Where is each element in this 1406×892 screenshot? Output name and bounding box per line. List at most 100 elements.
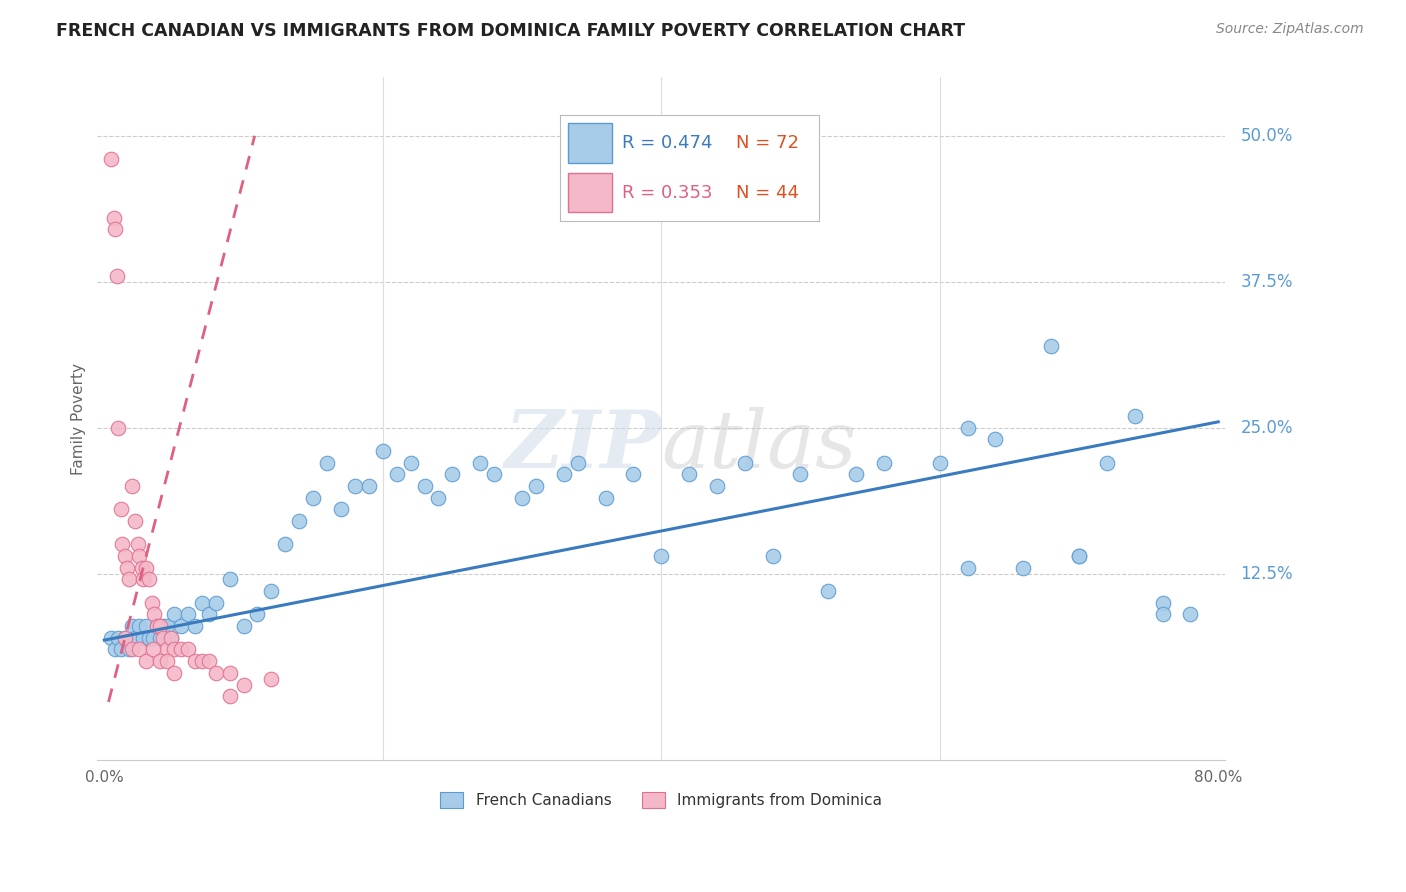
Point xyxy=(650,549,672,563)
Point xyxy=(163,665,186,680)
Text: ZIP: ZIP xyxy=(505,408,661,485)
Point xyxy=(163,642,186,657)
Point xyxy=(956,561,979,575)
Point xyxy=(149,631,172,645)
Point xyxy=(141,596,163,610)
Text: 50.0%: 50.0% xyxy=(1240,127,1294,145)
Point xyxy=(1012,561,1035,575)
Point xyxy=(132,573,155,587)
Point xyxy=(817,584,839,599)
Point xyxy=(274,537,297,551)
Point xyxy=(678,467,700,482)
Point xyxy=(191,596,214,610)
Point xyxy=(127,537,149,551)
Point xyxy=(845,467,868,482)
Point xyxy=(104,642,127,657)
Point xyxy=(343,479,366,493)
Point xyxy=(149,654,172,668)
Point xyxy=(567,456,589,470)
Point xyxy=(156,654,179,668)
Point xyxy=(441,467,464,482)
Point xyxy=(470,456,492,470)
Point xyxy=(142,631,165,645)
Point xyxy=(482,467,505,482)
Point xyxy=(246,607,269,622)
Point xyxy=(138,573,160,587)
Point xyxy=(160,631,183,645)
Point xyxy=(232,677,254,691)
Point xyxy=(302,491,325,505)
Legend: French Canadians, Immigrants from Dominica: French Canadians, Immigrants from Domini… xyxy=(434,786,889,814)
Point xyxy=(218,689,240,703)
Text: 12.5%: 12.5% xyxy=(1240,565,1294,582)
Point xyxy=(107,420,129,434)
Point xyxy=(330,502,353,516)
Point xyxy=(218,665,240,680)
Text: Source: ZipAtlas.com: Source: ZipAtlas.com xyxy=(1216,22,1364,37)
Text: 37.5%: 37.5% xyxy=(1240,273,1294,291)
Point xyxy=(128,642,150,657)
Point xyxy=(143,607,166,622)
Point xyxy=(1067,549,1090,563)
Point xyxy=(204,665,226,680)
Point xyxy=(218,573,240,587)
Point xyxy=(100,631,122,645)
Point xyxy=(734,456,756,470)
Point xyxy=(131,561,153,575)
Point xyxy=(160,631,183,645)
Point xyxy=(510,491,533,505)
Point xyxy=(114,549,136,563)
Point xyxy=(1180,607,1202,622)
Point xyxy=(135,654,157,668)
Point xyxy=(260,584,283,599)
Point xyxy=(121,642,143,657)
Point xyxy=(152,619,174,633)
Text: 25.0%: 25.0% xyxy=(1240,418,1294,437)
Point xyxy=(170,619,193,633)
Point xyxy=(149,619,172,633)
Point xyxy=(623,467,645,482)
Point xyxy=(177,642,200,657)
Point xyxy=(114,631,136,645)
Point xyxy=(984,433,1007,447)
Point xyxy=(118,573,141,587)
Point xyxy=(1152,596,1174,610)
Point xyxy=(135,561,157,575)
Point xyxy=(103,211,125,225)
Point xyxy=(357,479,380,493)
Point xyxy=(956,420,979,434)
Point xyxy=(706,479,728,493)
Point xyxy=(132,631,155,645)
Point xyxy=(316,456,339,470)
Point xyxy=(1067,549,1090,563)
Point xyxy=(111,537,134,551)
Point xyxy=(114,631,136,645)
Point xyxy=(1123,409,1146,423)
Point xyxy=(128,549,150,563)
Point xyxy=(928,456,950,470)
Point xyxy=(595,491,617,505)
Point xyxy=(1095,456,1118,470)
Point xyxy=(197,654,219,668)
Point xyxy=(427,491,450,505)
Text: atlas: atlas xyxy=(661,408,856,485)
Point xyxy=(371,444,394,458)
Point xyxy=(184,654,207,668)
Point xyxy=(124,514,146,528)
Point xyxy=(121,479,143,493)
Point xyxy=(115,561,138,575)
Point xyxy=(1152,607,1174,622)
Point xyxy=(232,619,254,633)
Point xyxy=(152,631,174,645)
Point xyxy=(121,619,143,633)
Point xyxy=(142,642,165,657)
Point xyxy=(146,619,169,633)
Point xyxy=(100,152,122,166)
Point xyxy=(156,619,179,633)
Point xyxy=(110,502,132,516)
Point xyxy=(789,467,811,482)
Point xyxy=(128,619,150,633)
Point xyxy=(553,467,575,482)
Point xyxy=(413,479,436,493)
Point xyxy=(146,619,169,633)
